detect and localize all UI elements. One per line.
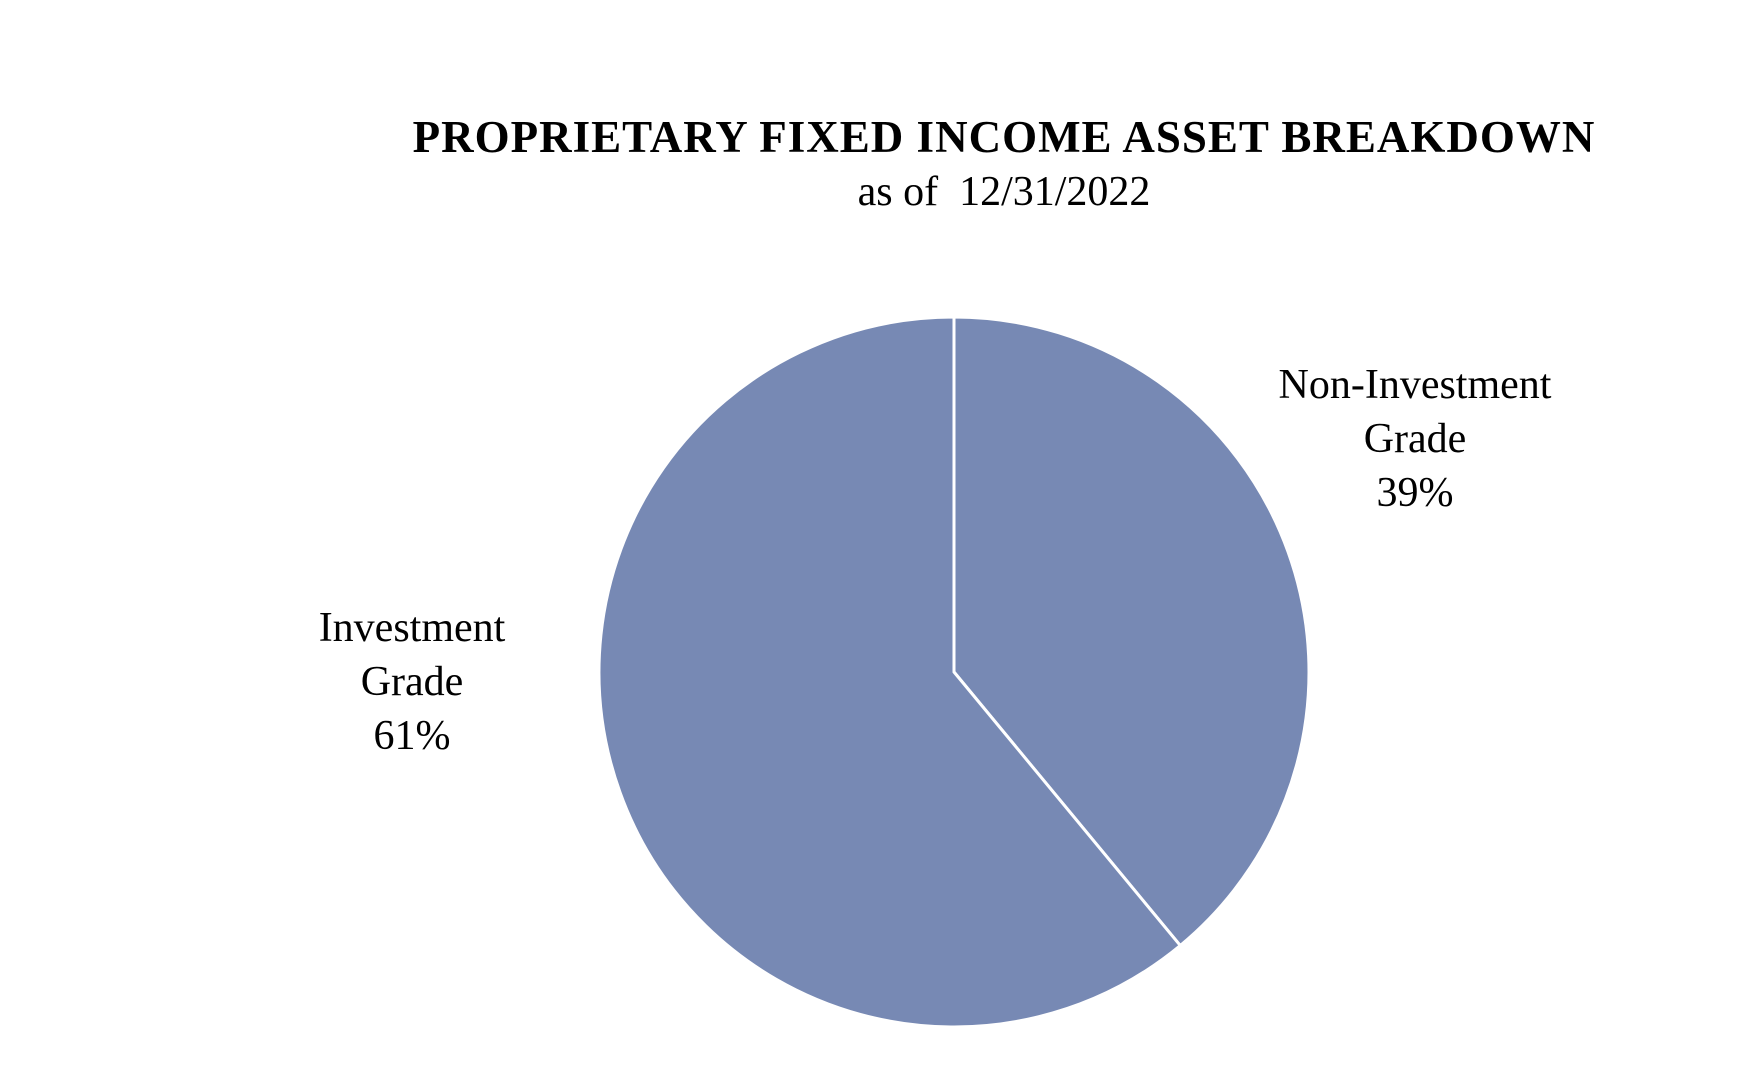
pie-slice [952, 315, 1311, 948]
slice-label: Non-Investment Grade 39% [1245, 358, 1585, 520]
category-label: Non-Investment Grade [1278, 362, 1552, 462]
chart-subtitle: as of 12/31/2022 [857, 169, 1151, 215]
category-label: Investment Grade [318, 605, 506, 705]
slice-label: Investment Grade 61% [292, 601, 532, 763]
pie-slice [597, 315, 1183, 1029]
chart-title: PROPRIETARY FIXED INCOME ASSET BREAKDOWN [412, 112, 1596, 162]
value-label: 39% [1376, 470, 1454, 516]
value-label: 61% [373, 713, 451, 759]
